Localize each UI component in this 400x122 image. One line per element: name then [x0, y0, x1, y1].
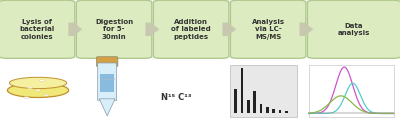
- Circle shape: [43, 94, 49, 96]
- FancyBboxPatch shape: [230, 0, 306, 58]
- FancyBboxPatch shape: [308, 0, 400, 58]
- Text: Addition
of labeled
peptides: Addition of labeled peptides: [171, 19, 211, 40]
- Bar: [230, 65, 297, 117]
- Bar: [247, 100, 250, 113]
- FancyBboxPatch shape: [96, 57, 118, 66]
- Polygon shape: [222, 23, 236, 36]
- Ellipse shape: [9, 77, 67, 89]
- FancyBboxPatch shape: [153, 0, 229, 58]
- Polygon shape: [100, 74, 114, 92]
- Text: Digestion
for 5-
30min: Digestion for 5- 30min: [95, 19, 133, 40]
- Text: Lysis of
bacterial
colonies: Lysis of bacterial colonies: [20, 19, 55, 40]
- Polygon shape: [300, 23, 313, 36]
- Text: N¹⁵ C¹³: N¹⁵ C¹³: [161, 93, 192, 102]
- Bar: [266, 107, 269, 113]
- FancyBboxPatch shape: [76, 0, 152, 58]
- Polygon shape: [146, 23, 159, 36]
- FancyBboxPatch shape: [98, 63, 117, 101]
- Bar: [241, 68, 244, 113]
- Polygon shape: [68, 23, 82, 36]
- Text: Analysis
via LC-
MS/MS: Analysis via LC- MS/MS: [252, 19, 285, 40]
- Bar: [260, 104, 262, 113]
- Bar: [279, 110, 281, 113]
- Bar: [309, 65, 394, 117]
- Polygon shape: [99, 99, 115, 116]
- Circle shape: [35, 89, 41, 91]
- Circle shape: [39, 80, 45, 81]
- FancyBboxPatch shape: [0, 0, 75, 58]
- Bar: [272, 109, 275, 113]
- Bar: [253, 91, 256, 113]
- Circle shape: [24, 97, 29, 98]
- Circle shape: [27, 87, 33, 89]
- Bar: [234, 89, 237, 113]
- Bar: [285, 111, 288, 113]
- Ellipse shape: [8, 83, 69, 97]
- Text: Data
analysis: Data analysis: [338, 23, 370, 36]
